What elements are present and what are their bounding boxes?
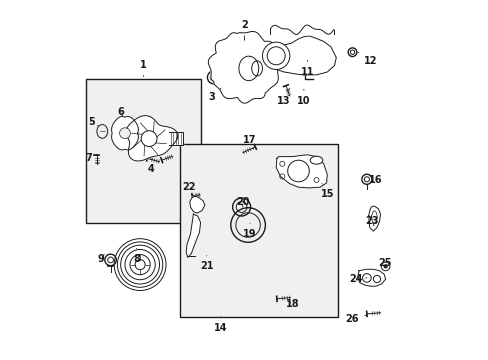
Text: 25: 25 bbox=[377, 258, 391, 268]
Text: 8: 8 bbox=[133, 248, 140, 264]
Polygon shape bbox=[168, 132, 183, 145]
Text: 3: 3 bbox=[208, 88, 221, 102]
Text: 14: 14 bbox=[214, 317, 227, 333]
FancyBboxPatch shape bbox=[179, 144, 337, 317]
Polygon shape bbox=[189, 196, 204, 213]
Text: 11: 11 bbox=[300, 60, 314, 77]
Text: 21: 21 bbox=[200, 256, 213, 271]
Polygon shape bbox=[186, 214, 200, 257]
Text: 16: 16 bbox=[368, 175, 382, 185]
Text: 2: 2 bbox=[241, 20, 247, 40]
Text: 13: 13 bbox=[277, 88, 290, 106]
Text: 9: 9 bbox=[97, 254, 104, 264]
Text: 24: 24 bbox=[348, 274, 366, 284]
Polygon shape bbox=[111, 116, 138, 150]
Text: 15: 15 bbox=[320, 184, 333, 199]
Polygon shape bbox=[265, 36, 336, 75]
Circle shape bbox=[120, 128, 130, 139]
Text: 20: 20 bbox=[236, 197, 249, 207]
Ellipse shape bbox=[309, 156, 322, 164]
Text: 18: 18 bbox=[285, 299, 299, 309]
Text: 6: 6 bbox=[117, 107, 123, 117]
Text: 4: 4 bbox=[147, 158, 154, 174]
Circle shape bbox=[383, 265, 386, 268]
Polygon shape bbox=[208, 31, 280, 103]
Text: 26: 26 bbox=[345, 314, 366, 324]
Polygon shape bbox=[276, 155, 326, 188]
Text: 23: 23 bbox=[365, 216, 378, 226]
Text: 1: 1 bbox=[140, 60, 147, 76]
Text: 22: 22 bbox=[182, 182, 195, 196]
Text: 12: 12 bbox=[357, 52, 376, 66]
Text: 7: 7 bbox=[85, 153, 97, 163]
FancyBboxPatch shape bbox=[86, 79, 201, 223]
Polygon shape bbox=[126, 116, 178, 161]
Text: 5: 5 bbox=[88, 117, 99, 127]
Polygon shape bbox=[357, 269, 385, 286]
Text: 19: 19 bbox=[243, 223, 256, 239]
Text: 10: 10 bbox=[297, 89, 310, 106]
Polygon shape bbox=[368, 206, 380, 231]
Text: 17: 17 bbox=[243, 135, 256, 149]
Circle shape bbox=[262, 42, 289, 69]
